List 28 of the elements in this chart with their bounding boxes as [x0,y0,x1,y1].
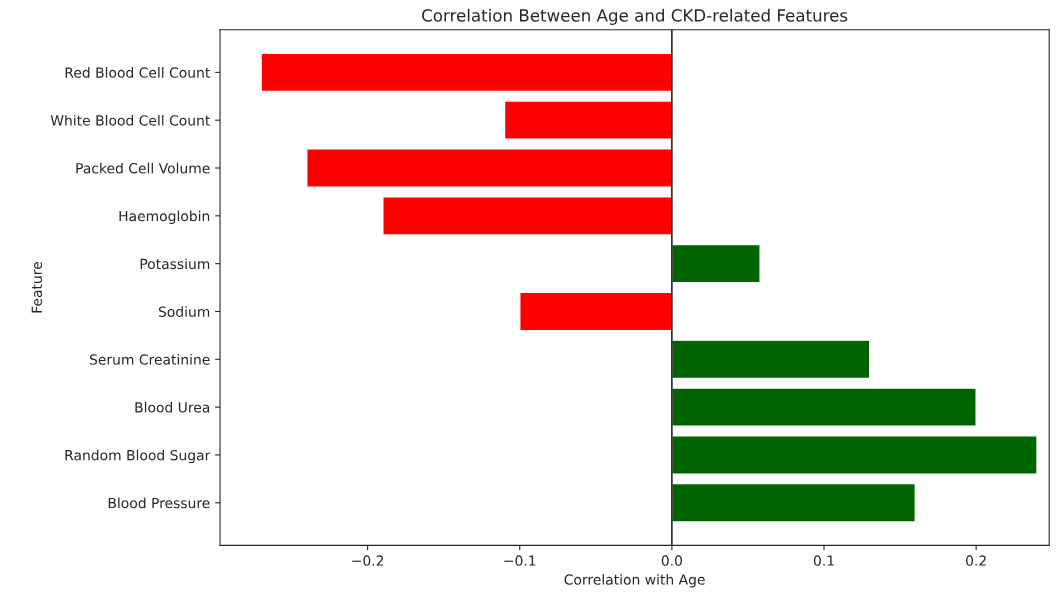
x-tick-label: 0.1 [813,555,834,566]
y-tick-label: Potassium [140,258,210,270]
x-tick-label: −0.2 [352,555,384,566]
bar [503,100,673,141]
bar [671,387,977,427]
x-tick-label: −0.1 [504,555,536,566]
bar [519,291,673,332]
bar [671,339,871,380]
y-tick-label: Sodium [158,306,210,317]
bar [382,196,673,236]
y-tick-label: Serum Creatinine [89,354,210,365]
y-tick-label: Red Blood Cell Count [65,67,210,78]
y-tick-label: Blood Urea [135,401,210,413]
y-tick-label: White Blood Cell Count [50,114,210,126]
y-axis-title: Feature [31,262,43,313]
bar [260,52,673,93]
chart-title: Correlation Between Age and CKD-related Features [422,8,848,25]
bar [306,148,673,188]
x-tick-label: 0.0 [661,555,683,566]
bar [671,482,916,523]
x-tick-label: 0.2 [966,555,986,566]
y-tick-label: Haemoglobin [119,210,210,224]
y-tick-label: Packed Cell Volume [76,162,210,174]
y-tick-label: Blood Pressure [108,497,210,509]
bar [671,435,1038,475]
x-axis-title: Correlation with Age [564,574,705,588]
y-tick-label: Random Blood Sugar [65,449,211,464]
bar [671,243,761,284]
